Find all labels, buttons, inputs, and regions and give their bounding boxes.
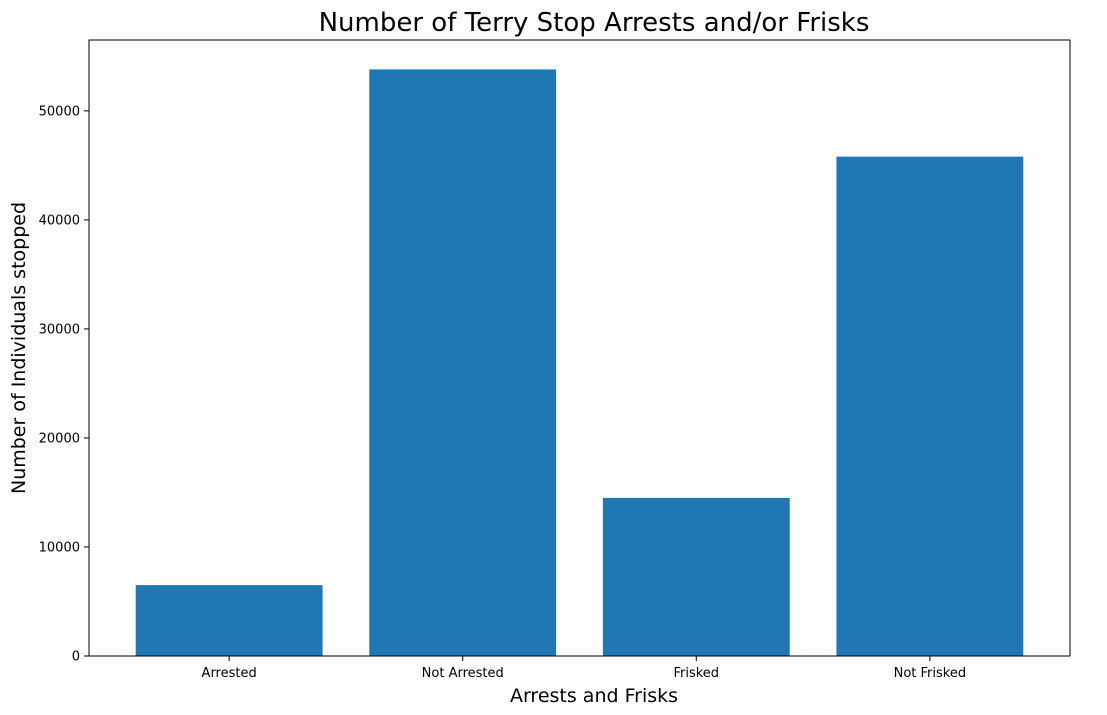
y-tick-label: 40000 (39, 213, 80, 228)
y-tick-label: 10000 (39, 540, 80, 555)
plot-frame (88, 39, 1071, 657)
y-tick-label: 20000 (39, 431, 80, 446)
y-tick-label: 50000 (39, 104, 80, 119)
x-axis-title: Arrests and Frisks (510, 685, 678, 707)
y-tick-label: 0 (72, 650, 80, 665)
ticks-layer: Arrested Not Arrested Frisked Not Frisked 0 1… (39, 104, 966, 681)
x-tick-label: Not Arrested (422, 666, 504, 681)
bar-arrested (135, 585, 323, 656)
bars-layer (135, 69, 1024, 656)
x-tick-label: Frisked (673, 666, 719, 681)
bar-not-arrested (369, 69, 557, 656)
y-tick-label: 30000 (39, 322, 80, 337)
bar-not-frisked (836, 156, 1024, 656)
x-tick-label: Not Frisked (894, 666, 966, 681)
x-tick-label: Arrested (202, 666, 257, 681)
y-axis-title: Number of Individuals stopped (8, 202, 30, 494)
chart-title: Number of Terry Stop Arrests and/or Fris… (319, 8, 870, 38)
bar-frisked (602, 497, 790, 656)
